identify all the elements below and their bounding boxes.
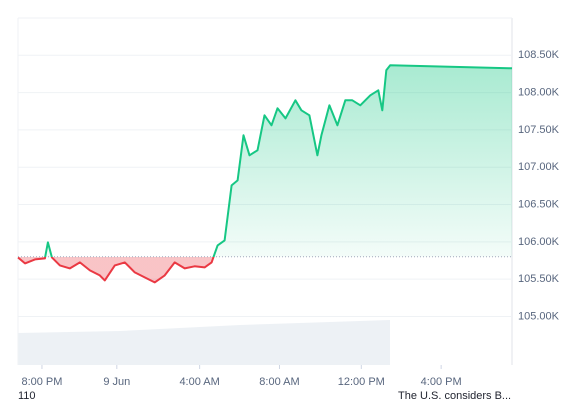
x-tick-label: 4:00 PM: [421, 376, 462, 388]
x-tick-label: 4:00 AM: [179, 376, 219, 388]
y-tick-label: 105.50K: [518, 273, 560, 285]
volume-area: [18, 320, 390, 365]
y-tick-label: 106.50K: [518, 198, 560, 210]
x-tick-label: 9 Jun: [103, 376, 130, 388]
x-tick-label: 8:00 PM: [21, 376, 62, 388]
x-tick-label: 12:00 PM: [338, 376, 385, 388]
y-tick-label: 105.00K: [518, 310, 560, 322]
y-tick-label: 107.50K: [518, 124, 560, 136]
y-tick-label: 106.00K: [518, 236, 560, 248]
price-line: [17, 64, 513, 284]
footer-left: 110: [18, 390, 36, 402]
area: [18, 65, 512, 283]
y-tick-label: 108.00K: [518, 87, 560, 99]
y-tick-label: 107.00K: [518, 161, 560, 173]
y-tick-label: 108.50K: [518, 49, 560, 61]
footer-news[interactable]: The U.S. considers B...: [398, 390, 511, 402]
x-tick-label: 8:00 AM: [259, 376, 299, 388]
